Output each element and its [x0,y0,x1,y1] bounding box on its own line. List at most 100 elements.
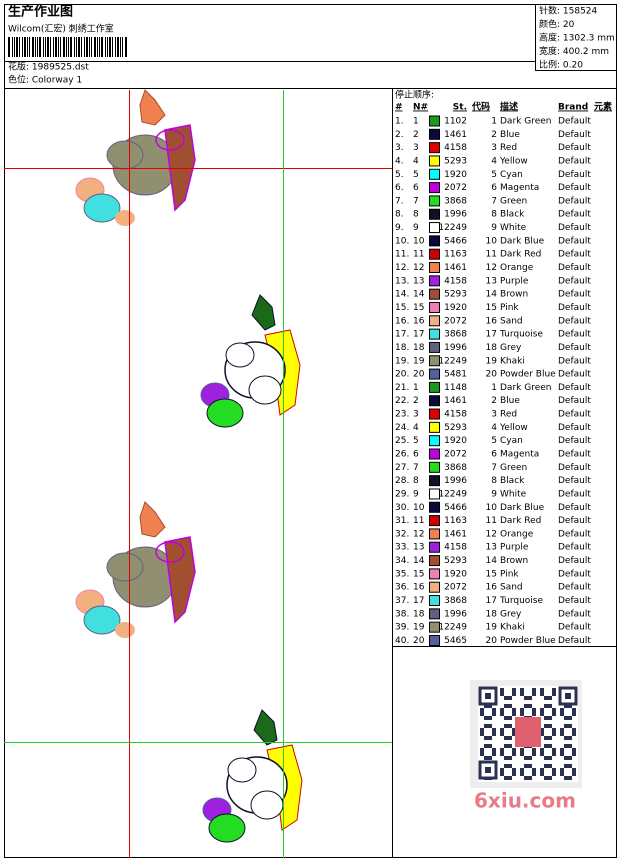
qr-cell [552,708,556,712]
color-swatch [429,528,440,540]
qr-cell [512,692,516,696]
row-needle: 13 [413,276,424,286]
row-stitches: 1996 [444,476,467,486]
bar [55,37,57,57]
row-needle: 6 [413,450,419,460]
row-index: 34. [395,556,409,566]
row-code: 5 [491,436,497,446]
qr-cell [540,752,544,756]
bar [74,37,75,57]
qr-cell [508,704,512,708]
color-swatch [429,408,440,420]
row-stitches: 1996 [444,210,467,220]
row-stitches: 5293 [444,423,467,433]
row-desc: Brown [500,290,528,300]
row-needle: 1 [413,383,419,393]
bar [84,37,85,57]
row-code: 8 [491,210,497,220]
row-index: 15. [395,303,409,313]
qr-cell [568,776,572,780]
row-needle: 4 [413,423,419,433]
qr-cell [572,752,576,756]
qr-cell [540,748,544,752]
qr-cell [520,692,524,696]
row-desc: Khaki [500,356,525,366]
qr-cell [524,756,528,760]
qr-cell [528,764,532,768]
row-needle: 5 [413,170,419,180]
row-desc: Orange [500,263,534,273]
row-desc: Dark Red [500,516,541,526]
qr-cell [508,756,512,760]
qr-cell [524,776,528,780]
barcode [8,37,127,57]
row-code: 4 [491,156,497,166]
qr-cell [572,748,576,752]
color-swatch [429,328,440,340]
row-stitches: 1920 [444,170,467,180]
qr-cell [512,728,516,732]
column-header: Brand [558,103,588,113]
row-stitches: 1920 [444,436,467,446]
row-needle: 10 [413,503,425,513]
qr-cell [572,768,576,772]
qr-cell [488,744,492,748]
row-brand: Default [558,210,591,220]
color-swatch [429,248,440,260]
bar [47,37,49,57]
row-code: 5 [491,170,497,180]
row-index: 7. [395,196,404,206]
row-index: 19. [395,356,409,366]
row-desc: Blue [500,396,520,406]
color-swatch [429,288,440,300]
qr-cell [552,692,556,696]
bar [50,37,51,57]
qr-cell [544,736,548,740]
qr-cell [552,752,556,756]
qr-cell [500,688,504,692]
row-brand: Default [558,356,591,366]
row-stitches: 1920 [444,569,467,579]
row-brand: Default [558,343,591,353]
qr-cell [492,752,496,756]
row-desc: Dark Red [500,250,541,260]
column-header: St. [453,103,467,113]
row-stitches: 1996 [444,609,467,619]
row-stitches: 2072 [444,316,467,326]
row-index: 38. [395,609,409,619]
color-swatch [429,355,440,367]
row-needle: 20 [413,370,425,380]
color-swatch [429,581,440,593]
qr-cell [524,696,528,700]
row-code: 16 [486,316,498,326]
bar [76,37,77,57]
bar [101,37,103,57]
row-index: 30. [395,503,409,513]
row-needle: 17 [413,596,424,606]
color-swatch [429,395,440,407]
row-code: 7 [491,196,497,206]
qr-cell [484,744,488,748]
row-stitches: 4158 [444,143,467,153]
row-index: 22. [395,396,409,406]
title: 生产作业图 [8,4,73,20]
qr-cell [560,708,564,712]
row-desc: Turquoise [499,330,543,340]
color-swatch [429,208,440,220]
qr-cell [560,752,564,756]
qr-cell [528,696,532,700]
row-code: 3 [491,143,497,153]
info-line: 高度: 1302.3 mm [539,32,615,44]
bar [32,37,34,57]
bar [22,37,23,57]
bar [78,37,80,57]
row-needle: 15 [413,303,424,313]
row-desc: Purple [500,276,529,286]
pattern: 花版: 1989525.dst [8,61,89,73]
qr-cell [548,756,552,760]
row-index: 3. [395,143,404,153]
row-stitches: 3868 [444,330,467,340]
bar [27,37,28,57]
row-index: 31. [395,516,409,526]
row-needle: 13 [413,543,424,553]
